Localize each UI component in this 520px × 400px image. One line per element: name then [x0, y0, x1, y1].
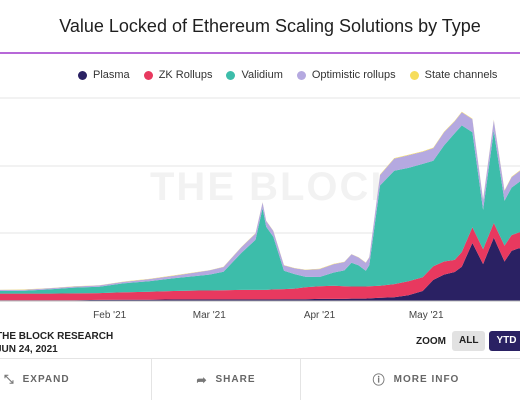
- source-name: THE BLOCK RESEARCH: [0, 331, 114, 342]
- x-tick-label: Mar '21: [193, 310, 226, 321]
- zoom-ytd-button[interactable]: YTD: [489, 331, 520, 351]
- legend-item-zk-rollups[interactable]: ZK Rollups: [143, 69, 213, 81]
- info-icon: ⓘ: [372, 373, 386, 387]
- legend-item-validium[interactable]: Validium: [226, 69, 283, 81]
- legend-item-optimistic-rollups[interactable]: Optimistic rollups: [296, 69, 396, 81]
- share-icon: ➦: [196, 372, 208, 387]
- expand-button[interactable]: ⤡ EXPAND: [0, 359, 151, 400]
- legend-dot-state-channels: [409, 70, 419, 80]
- legend-dot-zk-rollups: [143, 70, 153, 80]
- expand-icon: ⤡: [4, 372, 15, 386]
- chart-areas: [0, 111, 520, 301]
- share-label: SHARE: [215, 374, 256, 385]
- legend-item-plasma[interactable]: Plasma: [78, 69, 130, 81]
- more-info-button[interactable]: ⓘ MORE INFO: [299, 359, 520, 400]
- x-tick-label: Apr '21: [304, 310, 336, 321]
- x-tick-label: May '21: [409, 310, 444, 321]
- source-date: JUN 24, 2021: [0, 344, 58, 355]
- area-series-validium[interactable]: [0, 125, 520, 294]
- zoom-label: ZOOM: [416, 335, 446, 347]
- watermark: THE BLOCK: [150, 165, 401, 209]
- legend-dot-validium: [226, 70, 236, 80]
- zoom-all-button[interactable]: ALL: [452, 331, 486, 351]
- legend-label-state-channels: State channels: [424, 69, 498, 81]
- legend-label-optimistic-rollups: Optimistic rollups: [311, 69, 396, 81]
- legend-dot-optimistic-rollups: [296, 70, 306, 80]
- share-button[interactable]: ➦ SHARE: [151, 359, 299, 400]
- x-tick-label: Feb '21: [93, 310, 126, 321]
- chart-footer: ⤡ EXPAND ➦ SHARE ⓘ MORE INFO: [0, 358, 520, 400]
- expand-label: EXPAND: [22, 374, 70, 385]
- chart-title: Value Locked of Ethereum Scaling Solutio…: [59, 16, 481, 36]
- legend-item-state-channels[interactable]: State channels: [409, 69, 498, 81]
- legend-label-validium: Validium: [241, 69, 283, 81]
- legend-label-plasma: Plasma: [93, 69, 130, 81]
- zoom-controls: ZOOM ALL YTD: [416, 331, 520, 351]
- legend-dot-plasma: [78, 70, 87, 80]
- legend-label-zk-rollups: ZK Rollups: [158, 69, 213, 81]
- title-divider: [0, 52, 520, 54]
- more-info-label: MORE INFO: [393, 374, 460, 385]
- area-series-plasma[interactable]: [0, 237, 520, 301]
- chart-legend: Plasma ZK Rollups Validium Optimistic ro…: [78, 69, 511, 81]
- source-credit: THE BLOCK RESEARCH JUN 24, 2021: [0, 330, 113, 356]
